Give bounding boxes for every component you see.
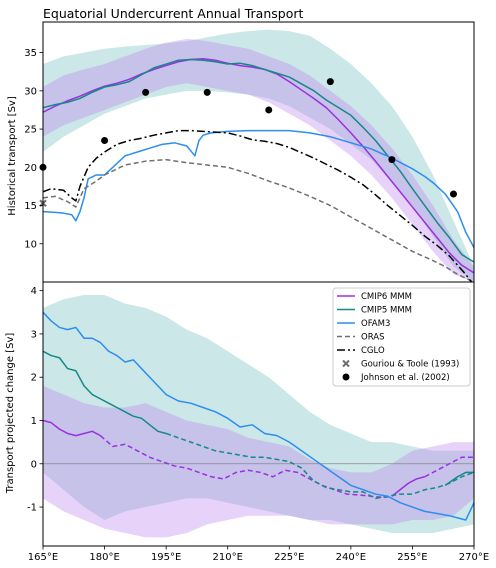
top-ytick-label: 25 xyxy=(24,125,37,136)
legend-label: Johnson et al. (2002) xyxy=(360,373,450,383)
top-ytick-label: 10 xyxy=(24,239,37,250)
bottom-series-2 xyxy=(391,476,425,497)
top-series-4 xyxy=(43,129,473,282)
bottom-ytick-label: -1 xyxy=(27,503,37,514)
top-point-1-6 xyxy=(388,156,396,164)
top-ytick-label: 30 xyxy=(24,86,37,97)
bottom-xtick-label: 210°E xyxy=(213,552,243,563)
legend-frame xyxy=(332,287,471,387)
legend-label: CGLO xyxy=(361,346,385,356)
bottom-series-1 xyxy=(99,435,393,499)
bottom-ylabel: Transport projected change [Sv] xyxy=(5,333,16,495)
top-point-1-7 xyxy=(449,190,457,198)
top-plot-area xyxy=(43,29,474,282)
bottom-xtick-label: 180°E xyxy=(89,552,119,563)
legend-label: ORAS xyxy=(361,333,384,343)
legend-item: OFAM3 xyxy=(337,319,390,329)
legend-item: Gouriou & Toole (1993) xyxy=(342,359,459,370)
top-point-1-2 xyxy=(142,88,150,96)
bottom-plot-area xyxy=(43,294,474,538)
top-band-1 xyxy=(43,38,474,282)
top-ytick-label: 20 xyxy=(24,163,37,174)
legend-label: CMIP5 MMM xyxy=(361,306,412,316)
legend-item: ORAS xyxy=(337,333,384,343)
bottom-ytick-label: 0 xyxy=(31,459,37,470)
bottom-series-5 xyxy=(165,432,474,500)
top-band-0 xyxy=(43,29,474,282)
legend-swatch xyxy=(342,359,350,368)
bottom-xtick-label: 225°E xyxy=(274,552,304,563)
bottom-xtick-label: 270°E xyxy=(459,552,489,563)
top-point-1-1 xyxy=(101,137,109,145)
top-point-1-5 xyxy=(326,78,334,86)
bottom-band-1 xyxy=(43,385,474,538)
chart-title: Equatorial Undercurrent Annual Transport xyxy=(43,6,303,21)
bottom-series-4 xyxy=(43,350,167,435)
legend-label: CMIP6 MMM xyxy=(361,292,412,302)
top-ytick-label: 35 xyxy=(24,48,37,59)
bottom-xtick-label: 240°E xyxy=(336,552,366,563)
bottom-series-6 xyxy=(444,471,474,487)
bottom-xtick-label: 255°E xyxy=(397,552,427,563)
bottom-band-0 xyxy=(43,294,474,534)
top-ytick-label: 15 xyxy=(24,201,37,212)
legend-item: Johnson et al. (2002) xyxy=(342,373,450,383)
legend-item: CMIP6 MMM xyxy=(337,292,412,302)
legend-item: CGLO xyxy=(337,346,385,356)
bottom-series-7 xyxy=(43,311,474,521)
top-point-1-4 xyxy=(265,106,273,114)
bottom-xtick-label: 165°E xyxy=(28,552,58,563)
top-series-3 xyxy=(43,158,474,282)
top-series-1 xyxy=(43,58,474,263)
bottom-frame xyxy=(42,281,475,547)
bottom-series-0 xyxy=(43,419,101,437)
bottom-ytick-label: 3 xyxy=(31,329,37,340)
legend-item: CMIP5 MMM xyxy=(337,306,412,316)
bottom-xtick-label: 195°E xyxy=(151,552,181,563)
panels: 10 15 20 25 30 35 -1 0 1 2 3 4 165°E 180°E 195°E 210°E 2… xyxy=(24,21,489,563)
bottom-ytick-label: 4 xyxy=(31,286,37,297)
bottom-series-3 xyxy=(424,456,474,478)
legend-label: OFAM3 xyxy=(361,319,390,329)
top-series-2 xyxy=(43,129,474,248)
legend: CMIP6 MMM CMIP5 MMM OFAM3 ORAS CGLO Gouriou &… xyxy=(332,287,471,387)
bottom-ytick-label: 1 xyxy=(31,416,37,427)
legend-label: Gouriou & Toole (1993) xyxy=(361,360,459,370)
legend-swatch xyxy=(342,373,350,381)
top-point-1-3 xyxy=(203,88,211,96)
bottom-ytick-label: 2 xyxy=(31,373,37,384)
top-ylabel: Historical transport [Sv] xyxy=(7,96,18,216)
